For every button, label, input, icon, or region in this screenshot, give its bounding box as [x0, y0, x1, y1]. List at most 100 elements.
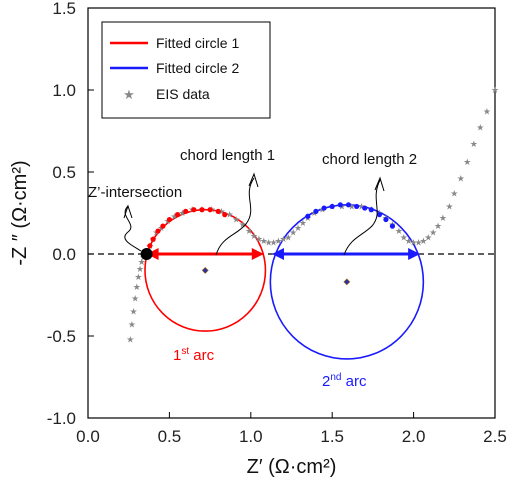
fitted-point-1 [215, 208, 221, 214]
fitted-point-1 [222, 212, 228, 218]
eis-data-point: ★ [429, 228, 437, 238]
eis-data-point: ★ [395, 226, 403, 236]
axis-ticks: 0.0 0.5 1.0 1.5 2.0 2.5 1.5 1.0 0.5 0.0 -0.5 -1.0 [47, 0, 507, 446]
legend-label-eis-data: EIS data [156, 86, 210, 102]
annotations: Z’-intersection chord length 1 chord lengt… [88, 147, 417, 390]
fitted-point-2 [383, 216, 389, 223]
x-tick-label: 0.5 [158, 427, 182, 446]
y-tick-label: -1.0 [47, 409, 76, 428]
arc-1-label: 1st arc [173, 346, 215, 364]
eis-data-point: ★ [270, 238, 278, 248]
chord-length-1-arrowhead [248, 172, 259, 188]
eis-data-series: ★★★★★★★★★ ★ ★ ★★★★★★★★★★★★★★★★ ★★★★★★★★★★★★★… [126, 85, 499, 344]
eis-data-point: ★ [445, 201, 453, 211]
fitted-point-1 [160, 223, 166, 229]
eis-data-point: ★ [405, 236, 413, 246]
x-tick-label: 0.0 [76, 427, 100, 446]
fitted-circle-1 [144, 208, 267, 332]
fitted-point-1 [166, 216, 172, 223]
y-tick-label: 0.5 [52, 163, 76, 182]
eis-data-point: ★ [265, 238, 273, 248]
eis-data-point: ★ [134, 272, 142, 282]
fitted-point-1 [191, 207, 197, 213]
x-axis-label: Z′ (Ω·cm²) [247, 456, 337, 478]
eis-data-point: ★ [138, 257, 146, 267]
eis-data-point: ★ [284, 233, 292, 243]
eis-data-point: ★ [434, 221, 442, 231]
eis-data-point: ★ [279, 234, 287, 244]
chord-length-1-pointer [215, 177, 255, 256]
fitted-point-1 [174, 212, 181, 218]
fitted-point-2 [313, 208, 319, 214]
eis-data-point: ★ [217, 206, 225, 216]
eis-data-point: ★ [126, 334, 134, 344]
fitted-point-1 [183, 208, 189, 214]
z-intersection-pointer [124, 205, 142, 252]
eis-data-point: ★ [136, 264, 144, 274]
legend-label-circle-1: Fitted circle 1 [156, 35, 239, 51]
eis-data-point: ★ [348, 201, 356, 211]
z-intersection-arrowhead [123, 204, 133, 219]
fitted-point-2 [376, 212, 383, 218]
fitted-point-2 [321, 205, 327, 211]
eis-data-point: ★ [483, 106, 491, 116]
eis-data-point: ★ [131, 293, 139, 303]
eis-data-point: ★ [260, 236, 268, 246]
eis-data-point: ★ [289, 228, 297, 238]
y-tick-label: -0.5 [47, 327, 76, 346]
eis-data-point: ★ [170, 211, 178, 221]
chord-length-2-pointer [343, 179, 381, 256]
circle-center-2 [343, 278, 351, 286]
eis-data-point: ★ [419, 236, 427, 246]
y-tick-label: 1.0 [52, 81, 76, 100]
arc-2-label: 2nd arc [322, 372, 367, 390]
chord-length-1-label: chord length 1 [180, 147, 275, 164]
eis-data-point: ★ [232, 215, 240, 225]
eis-data-point: ★ [357, 201, 365, 211]
eis-data-point: ★ [294, 223, 302, 233]
fitted-point-1 [199, 207, 205, 213]
eis-data-point: ★ [414, 238, 422, 248]
fitted-point-2 [345, 202, 352, 208]
fitted-circles [144, 204, 425, 360]
eis-data-point: ★ [457, 174, 465, 184]
fitted-point-2 [337, 202, 343, 208]
eis-data-point: ★ [255, 234, 263, 244]
fitted-point-2 [389, 223, 396, 229]
z-intersection-label: Z’-intersection [88, 184, 182, 201]
x-tick-label: 2.0 [402, 427, 426, 446]
x-tick-label: 2.5 [483, 427, 507, 446]
fitted-point-1 [147, 243, 153, 249]
eis-data-point: ★ [476, 123, 484, 133]
eis-data-point: ★ [128, 320, 136, 330]
chord-2-arrow-left [271, 248, 284, 260]
fitted-point-2 [362, 205, 368, 211]
eis-data-point: ★ [178, 208, 186, 218]
chords [146, 248, 421, 260]
y-tick-label: 0.0 [52, 245, 76, 264]
eis-data-point: ★ [133, 282, 141, 292]
eis-data-point: ★ [463, 157, 471, 167]
fitted-point-2 [368, 207, 374, 213]
x-tick-label: 1.0 [239, 427, 263, 446]
chord-length-2-arrowhead [374, 176, 385, 192]
eis-data-point: ★ [130, 306, 138, 316]
plot-frame [87, 7, 496, 419]
eis-data-point: ★ [250, 231, 258, 241]
fitted-circle-2-points [305, 202, 396, 229]
chord-2-arrow-right [408, 248, 421, 260]
z-intersection-point [140, 248, 153, 260]
eis-data-point: ★ [439, 213, 447, 223]
eis-data-point: ★ [424, 233, 432, 243]
circle-centers [201, 266, 351, 286]
legend-label-circle-2: Fitted circle 2 [156, 60, 239, 76]
fitted-point-2 [329, 203, 335, 210]
eis-data-point: ★ [299, 218, 307, 228]
eis-data-point: ★ [491, 85, 499, 95]
eis-data-point: ★ [410, 238, 418, 248]
x-tick-label: 1.5 [320, 427, 344, 446]
fitted-point-1 [150, 236, 156, 242]
y-tick-label: 1.5 [52, 0, 76, 18]
legend: Fitted circle 1 Fitted circle 2 ★ EIS da… [101, 21, 271, 119]
